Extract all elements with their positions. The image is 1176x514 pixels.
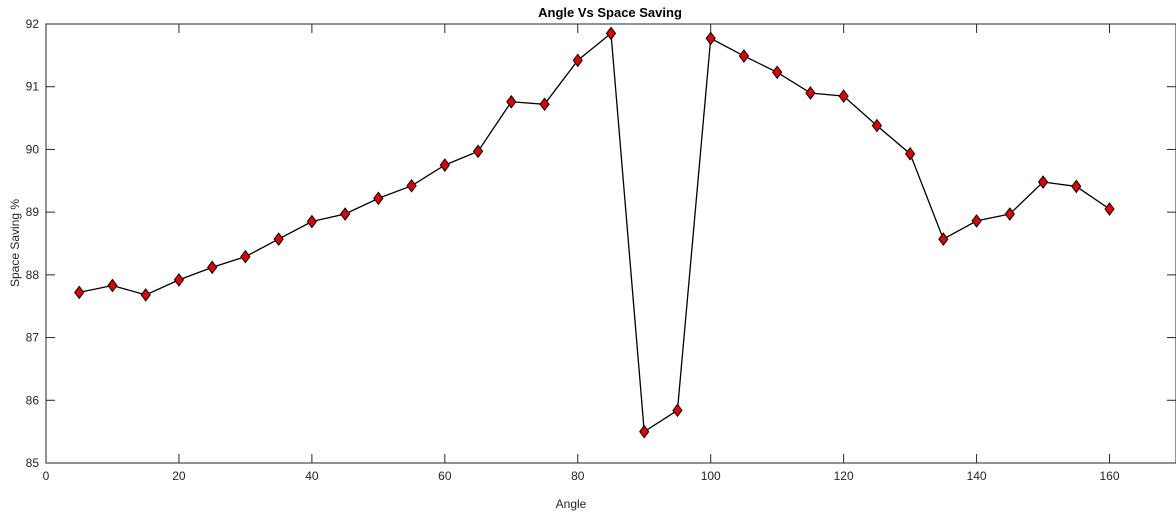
- x-tick-label: 0: [43, 469, 50, 483]
- data-point-marker: [406, 178, 417, 193]
- data-point-marker: [572, 53, 583, 68]
- x-tick-label: 120: [834, 469, 854, 483]
- y-axis-label: Space Saving %: [8, 199, 22, 287]
- x-tick-label: 20: [172, 469, 186, 483]
- y-tick-label: 92: [26, 17, 40, 31]
- data-point-marker: [672, 403, 683, 418]
- x-tick-label: 100: [701, 469, 721, 483]
- chart-title: Angle Vs Space Saving: [538, 5, 682, 20]
- axes: [45, 23, 1176, 464]
- y-tick-label: 90: [26, 142, 40, 156]
- y-tick-label: 91: [26, 80, 40, 94]
- data-point-marker: [772, 65, 783, 80]
- data-point-marker: [938, 232, 949, 246]
- data-point-marker: [1104, 202, 1115, 216]
- data-point-marker: [805, 86, 816, 100]
- data-series: [74, 26, 1115, 439]
- data-point-marker: [639, 424, 650, 439]
- x-tick-label: 40: [305, 469, 319, 483]
- y-tick-label: 86: [26, 393, 40, 407]
- data-point-marker: [472, 144, 484, 159]
- data-point-marker: [207, 260, 218, 275]
- plot-area-frame: [45, 23, 1176, 464]
- x-tick-label: 60: [438, 469, 452, 483]
- x-tick-label: 80: [571, 469, 585, 483]
- data-point-marker: [506, 94, 517, 109]
- data-point-marker: [838, 89, 849, 103]
- data-point-marker: [539, 97, 550, 112]
- data-point-marker: [1004, 207, 1015, 221]
- data-point-marker: [605, 26, 617, 41]
- data-point-marker: [871, 118, 883, 133]
- data-point-marker: [306, 214, 318, 229]
- data-point-marker: [74, 285, 85, 300]
- series-line: [79, 32, 1110, 433]
- x-tick-label: 140: [967, 469, 987, 483]
- data-point-marker: [173, 273, 185, 287]
- data-point-marker: [273, 232, 284, 246]
- data-point-marker: [140, 288, 151, 302]
- data-point-marker: [373, 191, 384, 206]
- data-point-marker: [971, 214, 982, 228]
- y-tick-label: 89: [26, 205, 40, 219]
- data-point-marker: [705, 31, 716, 46]
- data-point-marker: [1071, 179, 1082, 194]
- data-point-marker: [904, 146, 916, 161]
- data-point-marker: [107, 278, 118, 293]
- x-axis-label: Angle: [556, 497, 587, 511]
- y-tick-label: 85: [26, 456, 40, 470]
- y-tick-label: 88: [26, 268, 40, 282]
- data-point-marker: [339, 207, 351, 221]
- data-point-marker: [1037, 175, 1049, 189]
- data-point-marker: [439, 158, 450, 172]
- data-point-marker: [738, 49, 750, 63]
- data-point-marker: [240, 249, 251, 264]
- x-tick-label: 160: [1100, 469, 1120, 483]
- ticks: 0 20 40 60 80 100 120 140 160 85 86 87 88 89 90 91 92: [26, 17, 1176, 483]
- y-tick-label: 87: [26, 331, 40, 345]
